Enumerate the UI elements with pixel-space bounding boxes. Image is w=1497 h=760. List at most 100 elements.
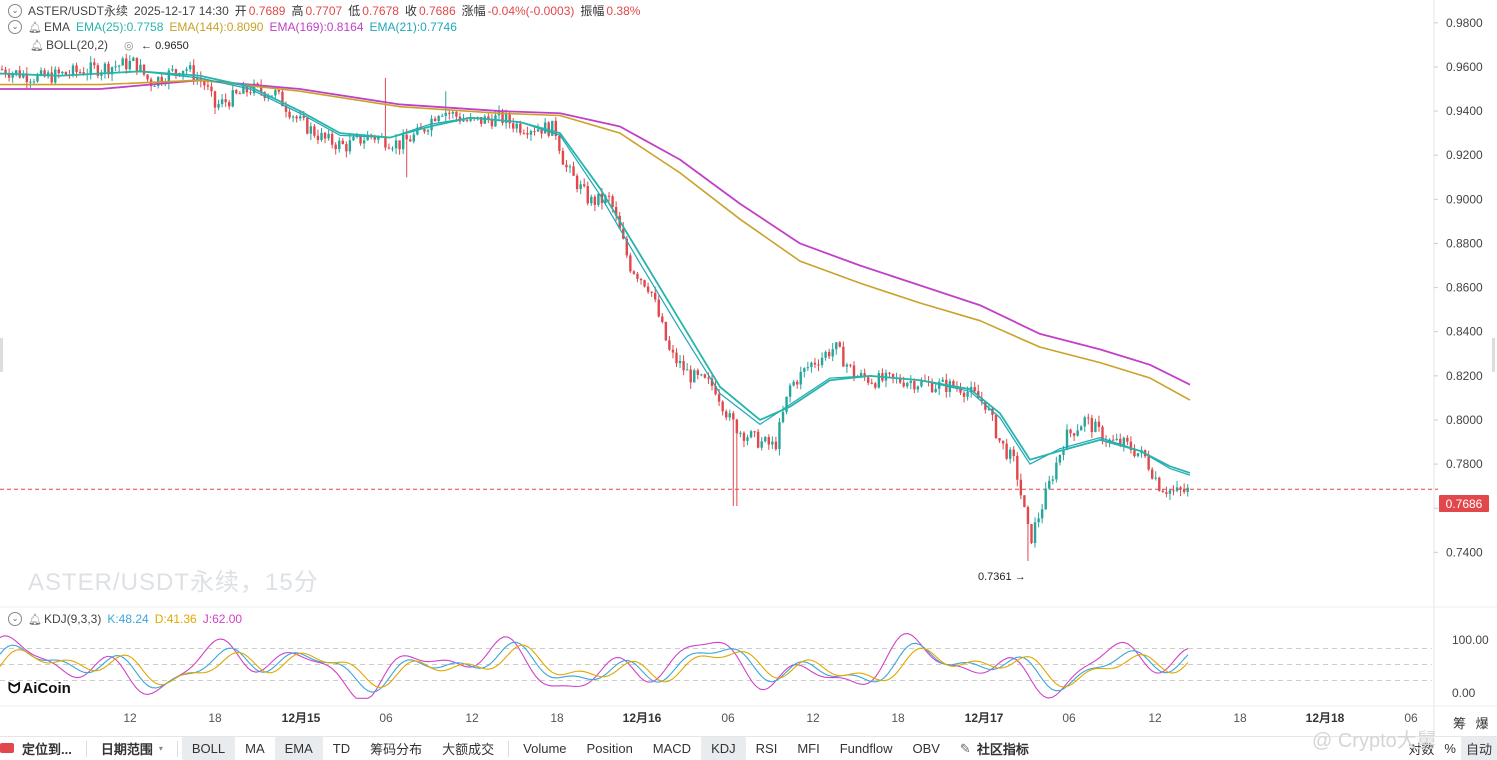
candle-body <box>330 133 334 145</box>
candle-body <box>1122 437 1125 446</box>
candle-body <box>71 65 75 75</box>
collapse-chevron-icon[interactable]: ⌄ <box>8 3 22 18</box>
legend-high-label: 高 <box>291 4 304 18</box>
candle-body <box>22 73 25 78</box>
locate-label: 定位到... <box>22 742 72 757</box>
candle-body <box>607 195 611 197</box>
divider <box>508 740 510 757</box>
indicator-fundflow[interactable]: Fundflow <box>839 741 893 756</box>
candle-body <box>377 136 380 140</box>
candle-body <box>1129 441 1133 451</box>
eye-off-icon[interactable]: ◎ <box>124 39 134 52</box>
candle-body <box>760 441 763 448</box>
indicator-chip[interactable]: 筹码分布 <box>370 742 423 757</box>
price-chart[interactable]: 0.9800 0.9600 0.9400 0.9200 0.9000 0.8800 0.86… <box>0 0 1497 736</box>
collapse-chevron-icon[interactable]: ⌄ <box>8 612 22 626</box>
candle-body <box>213 91 217 108</box>
candle-body <box>1165 492 1168 494</box>
kdj-d-value: D:41.36 <box>154 612 197 626</box>
candle-body <box>242 85 245 94</box>
indicator-macd[interactable]: MACD <box>652 741 692 756</box>
candle-body <box>43 70 46 77</box>
candle-body <box>1158 477 1161 491</box>
high-marker: ← 0.9650 <box>141 40 189 52</box>
candle-body <box>142 64 146 75</box>
indicator-rsi[interactable]: RSI <box>755 741 778 756</box>
candle-body <box>629 255 632 272</box>
candle-body <box>426 130 430 132</box>
percent-scale-toggle[interactable]: % <box>1444 741 1456 756</box>
auto-scale-toggle[interactable]: 自动 <box>1460 737 1497 760</box>
bell-icon[interactable]: 🔔︎ <box>30 39 44 52</box>
right-resize-handle[interactable] <box>1492 338 1495 372</box>
candle-body <box>117 65 121 67</box>
candle-body <box>749 431 753 438</box>
legend-low: 0.7678 <box>362 3 399 18</box>
candle-body <box>973 387 976 392</box>
candle-body <box>1072 433 1076 436</box>
candle-body <box>192 65 195 81</box>
candle-body <box>153 85 156 87</box>
corner-burst-label[interactable]: 爆 <box>1475 716 1489 731</box>
candle-body <box>274 90 277 96</box>
candle-body <box>405 134 408 140</box>
bell-icon[interactable]: 🔔︎ <box>28 21 42 34</box>
log-scale-toggle[interactable]: 对数 <box>1408 742 1435 757</box>
left-resize-handle[interactable] <box>0 338 3 372</box>
candle-body <box>657 299 660 317</box>
ema169-line <box>0 79 1191 386</box>
candle-body <box>813 362 817 365</box>
candle-body <box>238 93 242 95</box>
indicator-ma[interactable]: MA <box>245 741 265 756</box>
candle-body <box>668 340 671 350</box>
candle-body <box>1005 443 1008 459</box>
indicator-mfi[interactable]: MFI <box>797 741 820 756</box>
candle-body <box>277 90 281 92</box>
indicator-kdj[interactable]: KDJ <box>701 737 746 760</box>
candle-body <box>50 72 53 83</box>
boll-name: BOLL(20,2) <box>45 38 109 52</box>
candle-body <box>1090 418 1094 433</box>
candle-body <box>448 112 451 114</box>
legend-datetime: 2025-12-17 14:30 <box>134 3 229 18</box>
candle-body <box>11 73 14 78</box>
indicator-td[interactable]: TD <box>332 741 351 756</box>
candle-body <box>0 69 4 71</box>
indicator-position[interactable]: Position <box>586 741 633 756</box>
candle-body <box>1161 490 1165 493</box>
candle-body <box>15 70 18 74</box>
locate-button[interactable]: 定位到... <box>0 737 82 760</box>
low-marker: 0.7361 → <box>978 571 1026 583</box>
indicator-ema[interactable]: EMA <box>274 737 323 760</box>
indicator-volume[interactable]: Volume <box>523 741 567 756</box>
candle-body <box>590 196 593 204</box>
candle-body <box>504 114 508 124</box>
candle-body <box>597 193 600 205</box>
candle-body <box>575 175 579 190</box>
y-tick-label: 0.8200 <box>1446 369 1483 383</box>
indicator-boll[interactable]: BOLL <box>181 737 236 760</box>
ema21-line <box>0 70 1191 476</box>
indicator-obv[interactable]: OBV <box>912 741 940 756</box>
indicator-large-trade[interactable]: 大额成交 <box>442 742 495 757</box>
legend-change-label: 涨幅 <box>461 4 486 18</box>
candle-body <box>554 120 557 136</box>
community-indicators-button[interactable]: ✎ 社区指标 <box>950 737 1039 760</box>
collapse-chevron-icon[interactable]: ⌄ <box>8 20 22 34</box>
corner-chip-label[interactable]: 筹 <box>1453 716 1467 731</box>
caret-down-icon: ▾ <box>158 744 163 753</box>
candle-body <box>543 122 547 134</box>
candle-body <box>270 95 273 97</box>
candle-body <box>654 292 657 300</box>
legend-high: 0.7707 <box>305 3 343 18</box>
bell-icon[interactable]: 🔔︎ <box>28 613 42 626</box>
kdj-tick-label: 0.00 <box>1452 686 1476 700</box>
x-tick-label: 18 <box>550 711 564 725</box>
candle-body <box>632 271 636 274</box>
candle-body <box>64 71 68 75</box>
y-tick-label: 0.9000 <box>1446 192 1483 206</box>
candle-body <box>565 164 568 168</box>
date-range-button[interactable]: 日期范围 ▾ <box>91 737 173 760</box>
candle-body <box>1023 495 1026 508</box>
candle-body <box>583 184 586 187</box>
